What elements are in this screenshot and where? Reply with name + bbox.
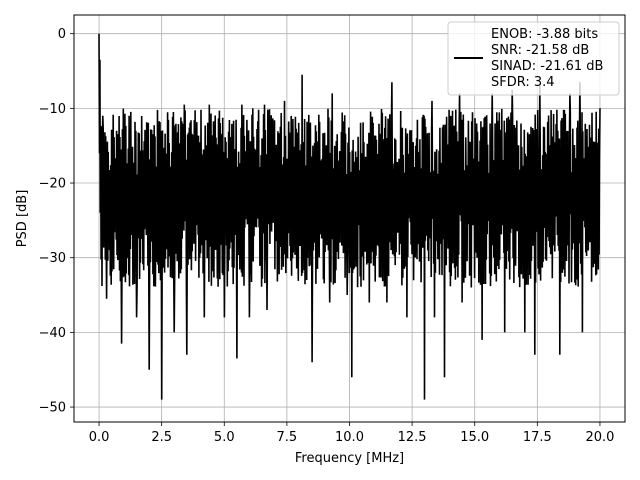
legend-enob: ENOB: -3.88 bits	[491, 27, 598, 42]
legend: ENOB: -3.88 bits SNR: -21.58 dB SINAD: -…	[447, 21, 620, 96]
y-tick-label: −50	[39, 401, 66, 416]
legend-sinad: SINAD: -21.61 dB	[491, 59, 603, 74]
series-layer	[98, 33, 601, 400]
y-axis-label: PSD [dB]	[15, 190, 30, 248]
x-tick-label: 5.0	[214, 430, 235, 445]
x-tick-label: 2.5	[151, 430, 172, 445]
legend-sfdr: SFDR: 3.4	[491, 75, 555, 90]
x-tick-label: 15.0	[460, 430, 489, 445]
y-tick-label: −30	[39, 251, 66, 266]
y-tick-label: −10	[39, 102, 66, 117]
x-tick-label: 17.5	[523, 430, 552, 445]
legend-box	[447, 21, 620, 96]
psd-series-line	[98, 33, 601, 400]
legend-snr: SNR: -21.58 dB	[491, 43, 589, 58]
x-tick-label: 20.0	[585, 430, 614, 445]
x-tick-label: 0.0	[89, 430, 110, 445]
x-axis-ticks: 0.0 2.5 5.0 7.5 10.0 12.5 15.0 17.5 20.0	[89, 422, 614, 445]
y-axis-ticks: 0 −10 −20 −30 −40 −50	[39, 27, 74, 416]
y-tick-label: −40	[39, 326, 66, 341]
y-tick-label: 0	[58, 27, 66, 42]
x-axis-label: Frequency [MHz]	[295, 451, 404, 466]
x-tick-label: 12.5	[398, 430, 427, 445]
y-tick-label: −20	[39, 177, 66, 192]
x-tick-label: 10.0	[335, 430, 364, 445]
x-tick-label: 7.5	[277, 430, 298, 445]
